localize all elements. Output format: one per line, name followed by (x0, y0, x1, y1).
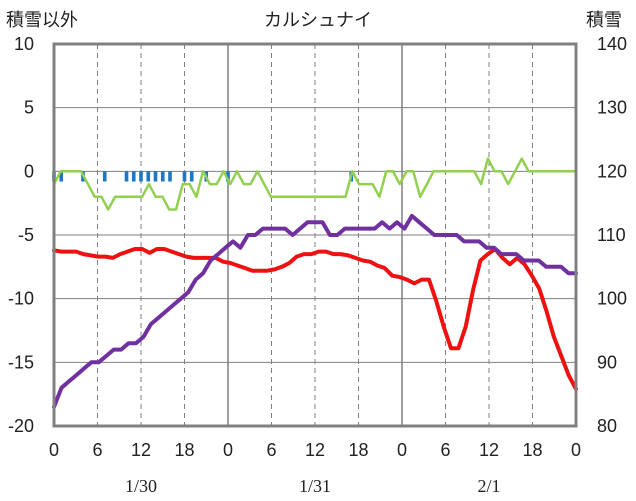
date-labels: 1/30 1/31 2/1 (125, 476, 501, 496)
x-tick-label: 0 (397, 440, 407, 460)
precipitation-bar (131, 171, 136, 182)
date-label: 2/1 (477, 476, 500, 496)
snow_depth-line (52, 213, 578, 409)
x-tick-label: 12 (305, 440, 325, 460)
temperature-line (52, 247, 578, 392)
right-tick-label: 90 (597, 352, 617, 372)
precipitation-bar (102, 171, 107, 182)
precipitation-bar (153, 171, 158, 182)
x-tick-label: 0 (49, 440, 59, 460)
date-label: 1/30 (125, 476, 157, 496)
precipitation-bar (59, 171, 64, 182)
left-tick-label: 0 (24, 161, 34, 181)
right-tick-label: 110 (597, 225, 626, 245)
x-tick-label: 6 (92, 440, 102, 460)
x-tick-label: 0 (571, 440, 581, 460)
precipitation-bar (168, 171, 172, 182)
left-axis-label: 積雪以外 (6, 10, 78, 30)
right-tick-labels: 140 130 120 110 100 90 80 (597, 34, 627, 436)
left-tick-label: -5 (18, 225, 34, 245)
grid (54, 44, 576, 426)
chart-title: カルシュナイ (264, 10, 372, 30)
plot-frame (52, 42, 578, 428)
right-tick-label: 120 (597, 161, 627, 181)
x-tick-label: 18 (348, 440, 368, 460)
x-tick-label: 18 (174, 440, 194, 460)
x-tick-label: 0 (223, 440, 233, 460)
right-tick-label: 100 (597, 289, 627, 309)
right-tick-label: 80 (597, 416, 617, 436)
precipitation-bar (124, 171, 129, 182)
left-tick-label: -15 (8, 352, 34, 372)
x-tick-label: 12 (479, 440, 499, 460)
left-tick-label: -10 (8, 289, 34, 309)
right-tick-label: 130 (597, 98, 627, 118)
series-lines (52, 157, 578, 409)
right-tick-label: 140 (597, 34, 627, 54)
left-tick-label: 5 (24, 98, 34, 118)
x-tick-label: 6 (440, 440, 450, 460)
left-tick-labels: 10 5 0 -5 -10 -15 -20 (8, 34, 34, 436)
precipitation-bar (139, 171, 143, 182)
precipitation-bar (146, 171, 151, 182)
left-tick-label: -20 (8, 416, 34, 436)
wind-line (52, 157, 578, 211)
x-tick-labels: 0 6 12 18 0 6 12 18 0 6 12 18 0 (49, 440, 581, 460)
precipitation-bar (226, 171, 230, 182)
x-tick-label: 12 (131, 440, 151, 460)
precipitation-bar (160, 171, 165, 182)
precipitation-bar (189, 171, 194, 182)
precipitation-bar (182, 171, 187, 182)
right-axis-label: 積雪 (586, 10, 622, 30)
x-tick-label: 6 (266, 440, 276, 460)
date-label: 1/31 (299, 476, 331, 496)
x-tick-label: 18 (522, 440, 542, 460)
left-tick-label: 10 (14, 34, 34, 54)
